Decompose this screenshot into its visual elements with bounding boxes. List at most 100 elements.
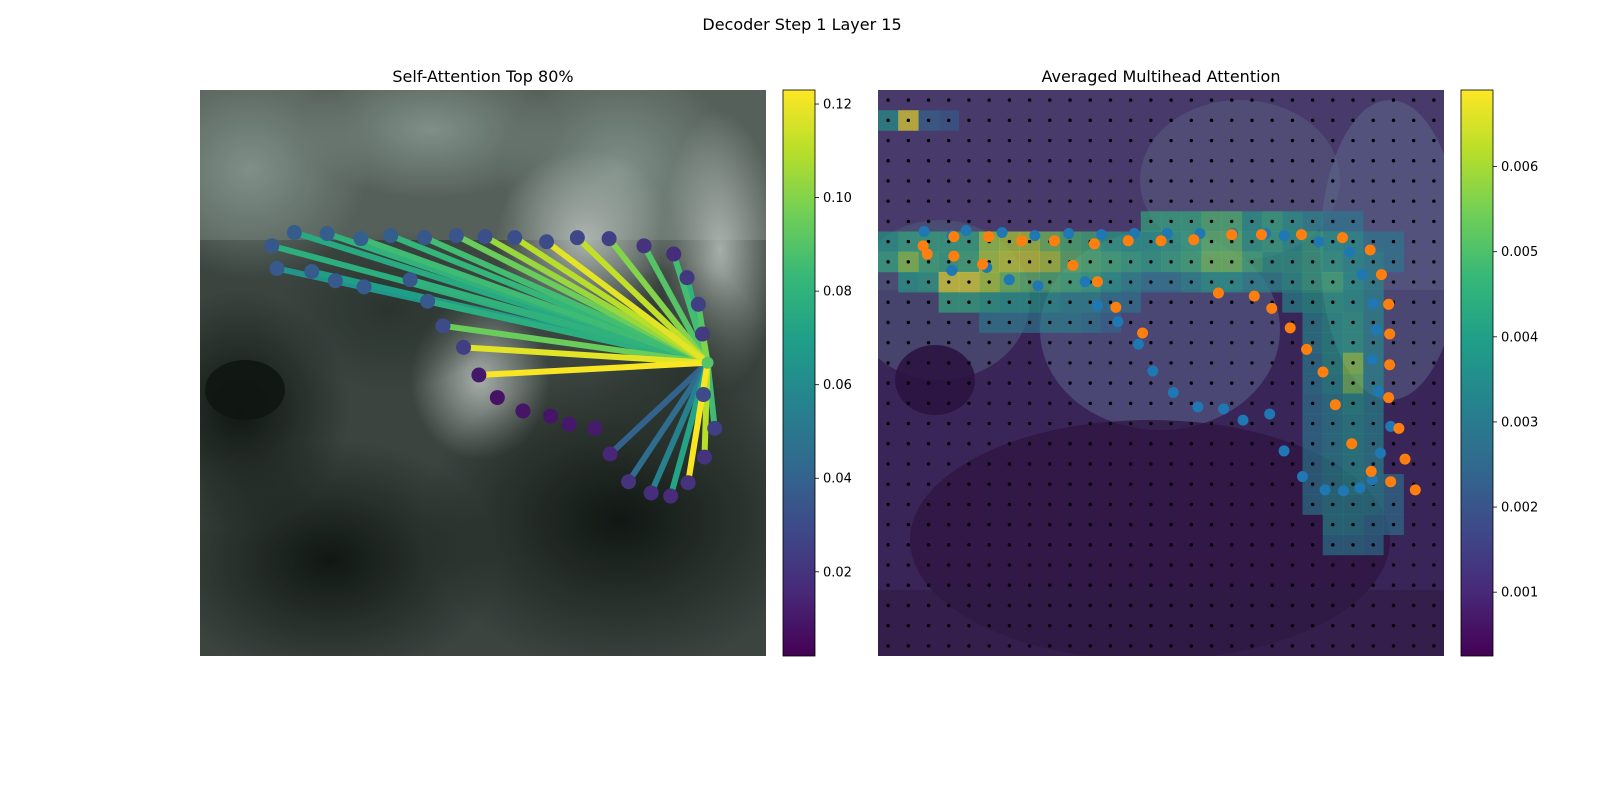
grid-dot [1371,199,1375,203]
grid-dot [1108,199,1113,203]
grid-dot [906,300,911,304]
grid-dot [1108,543,1113,547]
grid-dot [886,280,890,284]
attention-line [359,235,709,366]
grid-dot [1169,421,1173,426]
blue-point [1366,354,1378,366]
grid-dot [947,381,951,385]
grid-dot [1088,522,1092,527]
grid-dot [987,543,991,547]
trajectory-point [695,387,711,403]
grid-dot [987,159,991,163]
grid-dot [1230,482,1234,486]
grid-dot [1250,239,1254,244]
grid-dot [1371,462,1375,466]
grid-dot [906,381,911,385]
grid-dot [906,421,911,426]
blue-point [1237,414,1249,426]
grid-dot [1048,421,1052,426]
blue-point [1112,316,1124,328]
grid-dot [967,543,971,547]
grid-dot [906,118,911,123]
grid-dot [1068,401,1072,406]
grid-dot [987,340,991,345]
grid-dot [1411,219,1416,224]
grid-dot [1391,239,1396,244]
trajectory-point [448,228,464,244]
grid-dot [967,260,971,264]
grid-dot [967,603,971,608]
grid-dot [926,159,931,163]
figure-title: Decoder Step 1 Layer 15 [702,15,901,34]
grid-dot [1149,421,1153,426]
grid-dot [1169,179,1173,183]
grid-dot [1331,603,1335,608]
grid-dot [1391,320,1396,325]
grid-dot [1351,361,1355,365]
grid-dot [947,118,951,123]
grid-dot [1250,644,1254,648]
grid-dot [1068,159,1072,163]
grid-dot [1331,421,1335,426]
grid-dot [1007,522,1012,527]
attention-line [575,235,710,365]
grid-dot [1331,340,1335,345]
grid-dot [906,320,911,325]
grid-dot [1411,138,1416,143]
grid-dot [1048,462,1052,466]
grid-dot [987,219,991,224]
grid-dot [1290,199,1295,203]
grid-dot [886,98,890,102]
blue-point [1032,280,1044,292]
attention-line [648,361,711,495]
grid-dot [886,502,890,507]
grid-dot [1371,502,1375,507]
grid-dot [1331,118,1335,123]
orange-point [1295,229,1307,241]
grid-dot [1391,118,1396,123]
orange-point [1301,343,1313,355]
grid-dot [1230,239,1234,244]
grid-dot [1250,159,1254,163]
grid-dot [1331,361,1335,365]
grid-dot [1371,340,1375,345]
colorbar-tick-label: 0.001 [1501,586,1538,601]
trajectory-point [319,226,335,242]
grid-dot [1149,118,1153,123]
blue-point [1356,269,1368,281]
grid-dot [967,320,971,325]
grid-dot [1230,401,1234,406]
grid-dot [1088,159,1092,163]
grid-dot [1432,320,1436,325]
grid-dot [1331,320,1335,325]
grid-dot [1290,442,1295,446]
grid-dot [1310,260,1315,264]
grid-dot [987,361,991,365]
trajectory-point [507,230,523,246]
grid-dot [1371,401,1375,406]
colorbar-tick-label: 0.12 [823,98,852,113]
grid-dot [987,401,991,406]
grid-dot [1310,462,1315,466]
grid-dot [1149,381,1153,385]
grid-dot [1411,199,1416,203]
grid-dot [1209,159,1214,163]
grid-dot [1189,401,1194,406]
grid-dot [1189,118,1194,123]
grid-dot [1128,563,1133,567]
grid-dot [1169,361,1173,365]
grid-dot [967,623,971,628]
grid-dot [1351,563,1355,567]
grid-dot [886,462,890,466]
grid-dot [1270,442,1274,446]
grid-dot [1351,118,1355,123]
trajectory-point [304,263,320,279]
grid-dot [1169,138,1173,143]
grid-dot [906,482,911,486]
grid-dot [1250,442,1254,446]
grid-dot [1108,603,1113,608]
grid-dot [1068,644,1072,648]
grid-dot [1068,502,1072,507]
colorbar-tick-label: 0.04 [823,472,852,487]
grid-dot [1149,583,1153,587]
